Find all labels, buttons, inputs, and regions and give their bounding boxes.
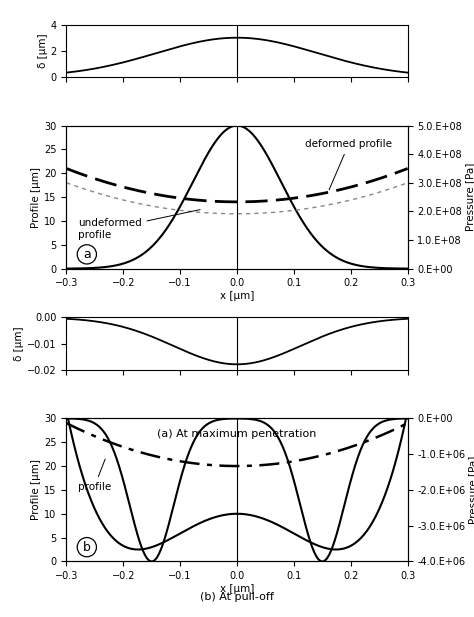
Y-axis label: Pressure [Pa]: Pressure [Pa] <box>468 456 474 524</box>
X-axis label: x [μm]: x [μm] <box>220 291 254 301</box>
Y-axis label: Profile [μm]: Profile [μm] <box>31 167 41 228</box>
Text: deformed profile: deformed profile <box>305 139 392 190</box>
Text: undeformed
profile: undeformed profile <box>78 210 200 239</box>
Text: (a) At maximum penetration: (a) At maximum penetration <box>157 429 317 439</box>
Y-axis label: δ [μm]: δ [μm] <box>14 326 24 361</box>
Text: profile: profile <box>78 459 111 492</box>
X-axis label: x [μm]: x [μm] <box>220 584 254 594</box>
Text: a: a <box>83 248 91 261</box>
Y-axis label: δ [μm]: δ [μm] <box>37 33 47 68</box>
Text: (b) At pull-off: (b) At pull-off <box>200 592 274 602</box>
Text: b: b <box>83 540 91 553</box>
Y-axis label: Profile [μm]: Profile [μm] <box>31 460 41 520</box>
Y-axis label: Pressure [Pa]: Pressure [Pa] <box>465 163 474 231</box>
